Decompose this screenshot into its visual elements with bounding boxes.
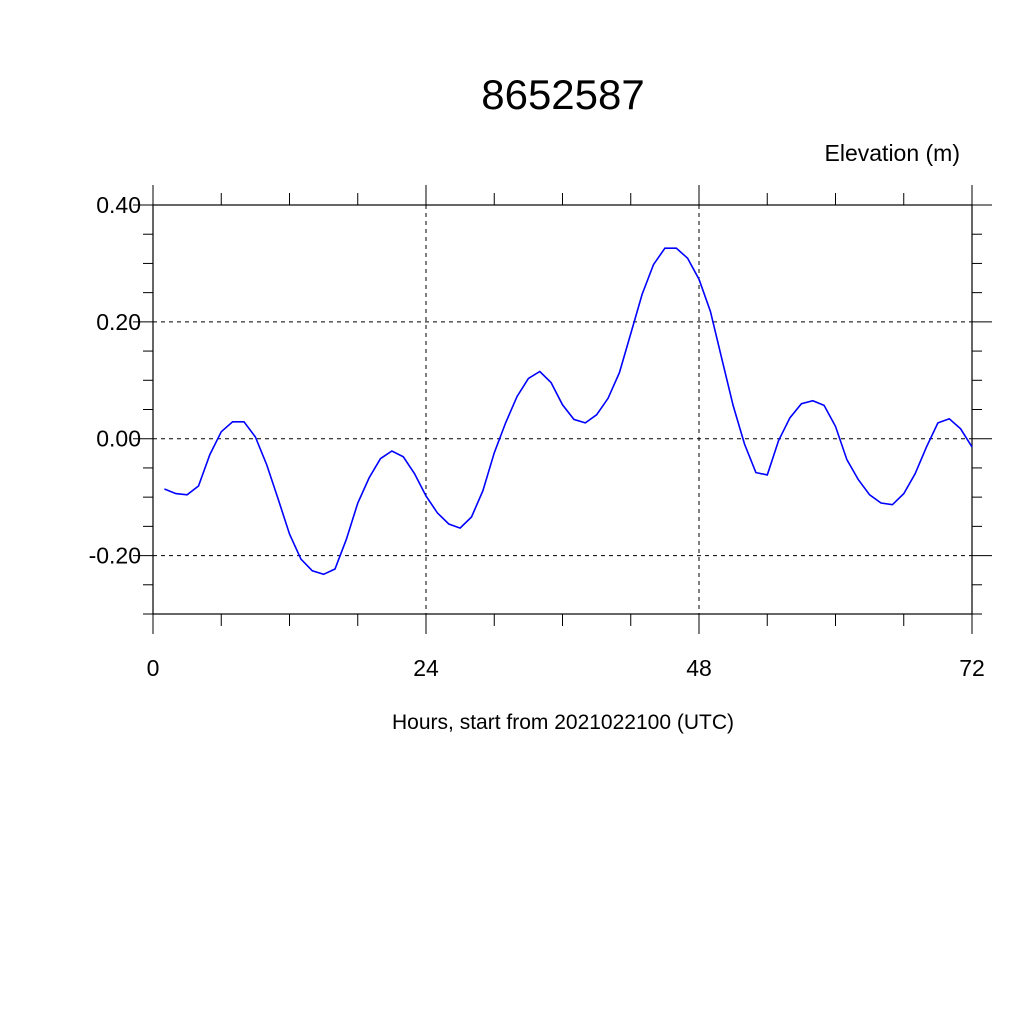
y-tick-label: 0.40 xyxy=(96,192,141,218)
y-tick-label: 0.20 xyxy=(96,309,141,335)
tick-labels: 0 24 48 72 0.40 0.20 0.00 -0.20 xyxy=(89,192,985,681)
x-tick-label: 72 xyxy=(959,655,985,681)
plot-frame xyxy=(152,204,973,615)
grid-lines xyxy=(153,204,972,614)
y-tick-label: 0.00 xyxy=(96,426,141,452)
x-axis-label: Hours, start from 2021022100 (UTC) xyxy=(392,711,734,734)
y-axis-label: Elevation (m) xyxy=(825,140,960,166)
x-tick-label: 48 xyxy=(686,655,712,681)
x-tick-label: 24 xyxy=(413,655,439,681)
axis-ticks xyxy=(133,185,992,634)
y-tick-label: -0.20 xyxy=(89,543,141,569)
chart-title: 8652587 xyxy=(481,71,645,118)
x-tick-label: 0 xyxy=(147,655,160,681)
elevation-line xyxy=(164,247,973,576)
